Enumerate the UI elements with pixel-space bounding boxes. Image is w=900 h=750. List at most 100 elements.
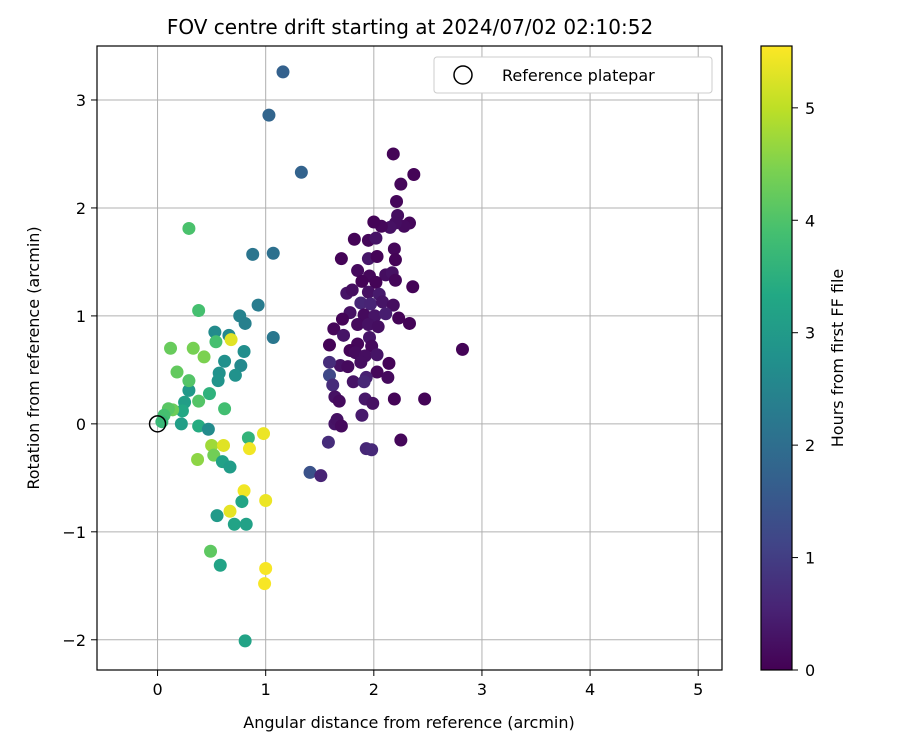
- data-point: [394, 433, 408, 447]
- data-point: [218, 354, 232, 368]
- data-point: [242, 442, 256, 456]
- data-point: [223, 460, 237, 474]
- data-point: [237, 484, 251, 498]
- data-point: [238, 316, 252, 330]
- data-point: [266, 330, 280, 344]
- data-point: [241, 431, 255, 445]
- data-point: [321, 435, 335, 449]
- data-point: [351, 264, 365, 278]
- colorbar-gradient: [760, 45, 793, 671]
- plot-frame: [96, 45, 723, 671]
- data-point: [355, 274, 369, 288]
- data-point: [387, 242, 401, 256]
- data-point: [322, 355, 336, 369]
- data-point: [379, 307, 393, 321]
- data-point: [259, 494, 273, 508]
- y-tick-label: −2: [62, 631, 86, 650]
- data-point: [234, 359, 248, 373]
- x-axis-ticks: 0 1 2 3 4 5: [152, 670, 703, 699]
- x-tick-label: 3: [477, 680, 487, 699]
- y-tick-label: 3: [76, 91, 86, 110]
- data-point: [381, 370, 395, 384]
- data-point: [335, 312, 349, 326]
- data-point: [365, 443, 379, 457]
- y-tick-label: 2: [76, 199, 86, 218]
- chart-title: FOV centre drift starting at 2024/07/02 …: [167, 15, 653, 39]
- data-point: [235, 495, 249, 509]
- y-axis-ticks: −2 −1 0 1 2 3: [62, 91, 97, 650]
- data-point: [406, 280, 420, 294]
- data-point: [346, 375, 360, 389]
- data-point: [403, 316, 416, 330]
- data-point: [228, 368, 242, 382]
- data-point: [390, 194, 404, 208]
- data-point: [192, 394, 206, 408]
- data-point: [227, 517, 241, 531]
- data-point: [197, 350, 211, 364]
- data-point: [371, 320, 385, 334]
- data-point: [357, 375, 371, 389]
- data-point: [217, 438, 231, 452]
- data-point: [209, 335, 223, 349]
- data-point: [334, 419, 348, 433]
- data-point: [355, 408, 369, 422]
- legend-box: [433, 56, 713, 94]
- data-point: [238, 634, 252, 648]
- data-point: [182, 374, 196, 388]
- data-point: [211, 374, 225, 388]
- data-point: [262, 108, 276, 122]
- data-point: [407, 167, 421, 181]
- x-axis-label: Angular distance from reference (arcmin): [243, 713, 574, 732]
- colorbar-tick-label: 3: [805, 324, 815, 343]
- colorbar-tick-label: 1: [805, 549, 815, 568]
- data-point: [322, 338, 336, 352]
- data-point: [246, 247, 260, 261]
- colorbar-tick-label: 0: [805, 661, 815, 680]
- data-point: [364, 297, 378, 311]
- grid: [97, 46, 722, 670]
- colorbar-tick-label: 2: [805, 436, 815, 455]
- data-point: [164, 341, 178, 355]
- data-point: [259, 562, 273, 576]
- data-point: [251, 298, 265, 312]
- data-point: [375, 295, 389, 309]
- x-tick-label: 4: [585, 680, 595, 699]
- data-point: [213, 558, 227, 572]
- data-point: [205, 438, 219, 452]
- colorbar-ticks: 0 1 2 3 4 5: [792, 99, 815, 680]
- legend-entry-reference: Reference platepar: [502, 66, 655, 85]
- x-tick-label: 0: [152, 680, 162, 699]
- x-tick-label: 5: [693, 680, 703, 699]
- data-point: [182, 221, 196, 235]
- data-point: [239, 517, 253, 531]
- legend-marker-reference: [453, 65, 473, 85]
- colorbar: 0 1 2 3 4 5 Hours from first FF file: [760, 45, 847, 680]
- data-point: [186, 341, 200, 355]
- data-point: [351, 318, 365, 332]
- data-point: [370, 250, 384, 264]
- y-axis-label: Rotation from reference (arcmin): [24, 226, 43, 489]
- colorbar-tick-label: 5: [805, 99, 815, 118]
- data-point: [337, 328, 351, 342]
- data-point: [345, 283, 359, 297]
- data-point: [237, 345, 251, 359]
- data-point: [218, 402, 232, 416]
- y-tick-label: 1: [76, 307, 86, 326]
- data-point: [382, 356, 396, 370]
- data-point: [223, 504, 237, 518]
- y-tick-label: 0: [76, 415, 86, 434]
- data-point: [357, 308, 371, 322]
- data-point: [204, 544, 218, 558]
- data-point: [388, 273, 402, 287]
- data-point: [370, 348, 384, 362]
- data-point: [347, 232, 361, 246]
- data-point: [354, 355, 368, 369]
- data-point: [388, 253, 402, 267]
- data-point: [354, 296, 368, 310]
- data-point: [361, 285, 375, 299]
- data-point: [341, 360, 355, 374]
- x-tick-label: 2: [369, 680, 379, 699]
- reference-platepar-marker: [148, 415, 167, 433]
- plot-area: [96, 45, 723, 671]
